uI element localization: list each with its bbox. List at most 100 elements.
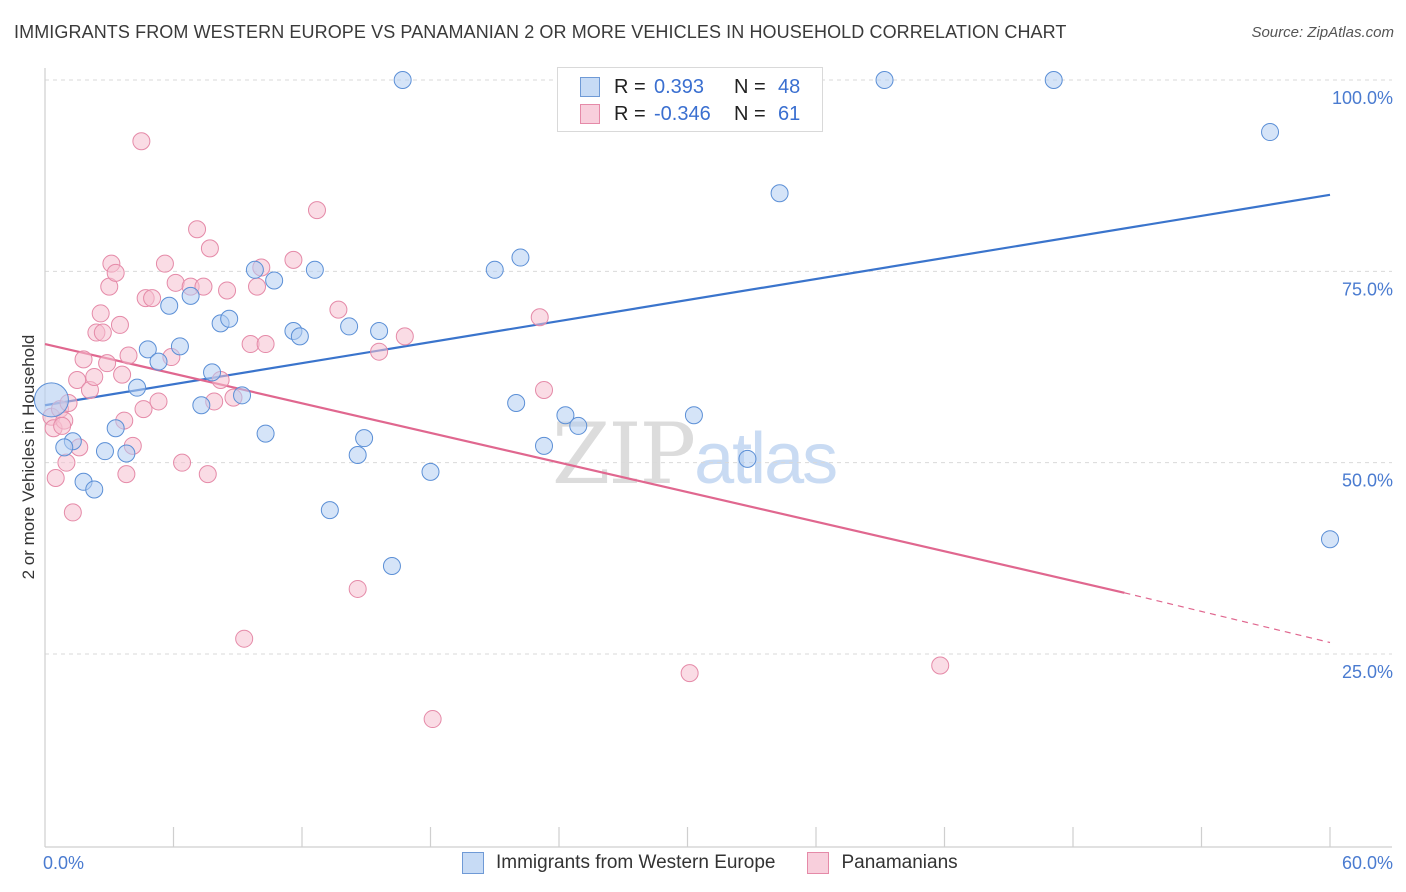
point-panamanians [241, 335, 260, 354]
point-western-europe [1321, 530, 1339, 549]
legend-r-value: -0.346 [654, 102, 711, 125]
point-panamanians [200, 239, 219, 258]
point-western-europe [106, 419, 125, 438]
point-panamanians [194, 277, 213, 296]
legend-row-blue: R = 0.393 N = 48 [580, 74, 800, 100]
point-western-europe [117, 444, 136, 463]
point-panamanians [423, 710, 442, 729]
point-panamanians [91, 304, 110, 323]
point-panamanians [93, 323, 112, 342]
point-western-europe [33, 382, 69, 418]
x-tick-label-max: 60.0% [1342, 853, 1393, 873]
legend-r-label: R = [614, 102, 646, 125]
point-western-europe [256, 424, 275, 443]
point-western-europe [370, 322, 389, 341]
point-panamanians [63, 503, 82, 522]
chart-title: IMMIGRANTS FROM WESTERN EUROPE VS PANAMA… [14, 22, 1067, 42]
watermark-atlas: atlas [694, 419, 838, 499]
legend-n-value: 48 [778, 75, 801, 98]
point-western-europe [160, 296, 179, 315]
y-axis-label: 2 or more Vehicles in Household [19, 335, 38, 580]
point-western-europe [128, 378, 147, 397]
point-western-europe [875, 71, 894, 89]
point-western-europe [770, 184, 789, 203]
legend-n-label: N = [734, 75, 766, 98]
legend-label-panamanians: Panamanians [841, 852, 958, 873]
y-tick-label: 50.0% [1342, 471, 1393, 491]
point-western-europe [485, 260, 504, 279]
point-western-europe [569, 416, 588, 435]
point-panamanians [931, 656, 950, 675]
legend-row-pink: R = -0.346 N = 61 [580, 101, 800, 127]
point-panamanians [680, 664, 699, 683]
point-western-europe [393, 71, 412, 89]
data-points [33, 71, 1339, 729]
legend-swatch-pink [807, 852, 830, 874]
x-tick-label-min: 0.0% [43, 853, 84, 873]
point-panamanians [53, 416, 72, 435]
legend-r-label: R = [614, 75, 646, 98]
point-panamanians [370, 342, 389, 361]
point-western-europe [511, 248, 530, 267]
point-western-europe [85, 480, 104, 499]
point-panamanians [149, 392, 168, 411]
point-western-europe [355, 429, 374, 448]
series-legend: Immigrants from Western Europe Panamania… [462, 852, 990, 874]
point-panamanians [235, 629, 254, 648]
legend-swatch-blue [580, 77, 600, 97]
legend-n-value: 61 [778, 102, 801, 125]
point-western-europe [203, 363, 222, 382]
point-panamanians [248, 277, 267, 296]
point-panamanians [68, 371, 87, 390]
point-western-europe [181, 286, 200, 305]
point-western-europe [556, 406, 575, 425]
trendline-western-europe [44, 193, 1331, 407]
point-panamanians [143, 289, 162, 308]
point-western-europe [265, 271, 284, 290]
point-western-europe [305, 260, 324, 279]
point-panamanians [284, 250, 303, 269]
point-western-europe [192, 396, 211, 415]
y-tick-label: 100.0% [1332, 88, 1393, 108]
point-panamanians [132, 132, 151, 151]
y-tick-label: 75.0% [1342, 279, 1393, 299]
point-western-europe [684, 406, 703, 425]
point-panamanians [113, 365, 132, 384]
point-western-europe [348, 446, 367, 465]
point-western-europe [421, 462, 440, 481]
point-western-europe [245, 260, 264, 279]
point-western-europe [170, 337, 189, 356]
point-western-europe [220, 309, 239, 328]
watermark: ZIPatlas [552, 405, 838, 503]
point-western-europe [320, 501, 339, 520]
point-panamanians [57, 453, 76, 472]
point-panamanians [46, 468, 65, 487]
point-panamanians [329, 300, 348, 319]
point-panamanians [85, 367, 104, 386]
point-panamanians [395, 327, 414, 346]
point-panamanians [119, 346, 138, 365]
point-western-europe [149, 352, 168, 371]
point-western-europe [507, 393, 526, 412]
point-western-europe [535, 436, 554, 455]
point-panamanians [134, 400, 153, 419]
point-panamanians [256, 335, 275, 354]
point-panamanians [166, 273, 185, 292]
point-panamanians [218, 281, 237, 300]
legend-swatch-blue [462, 852, 484, 874]
y-tick-label: 25.0% [1342, 662, 1393, 682]
point-western-europe [95, 442, 114, 461]
point-panamanians [74, 350, 93, 369]
tick-labels: 25.0% 50.0% 75.0% 100.0% 0.0% 60.0% 2 or more … [19, 88, 1393, 873]
point-western-europe [1044, 71, 1063, 89]
trendline-panamanians-extension [1124, 592, 1331, 644]
point-panamanians [173, 453, 192, 472]
point-panamanians [348, 579, 367, 598]
legend-r-value: 0.393 [654, 75, 705, 98]
point-panamanians [106, 263, 125, 282]
stats-legend: R = 0.393 N = 48 R = -0.346 N = 61 [557, 67, 823, 132]
point-panamanians [110, 315, 129, 334]
point-panamanians [307, 201, 326, 220]
chart-source: Source: ZipAtlas.com [1251, 24, 1394, 41]
point-panamanians [198, 465, 217, 484]
